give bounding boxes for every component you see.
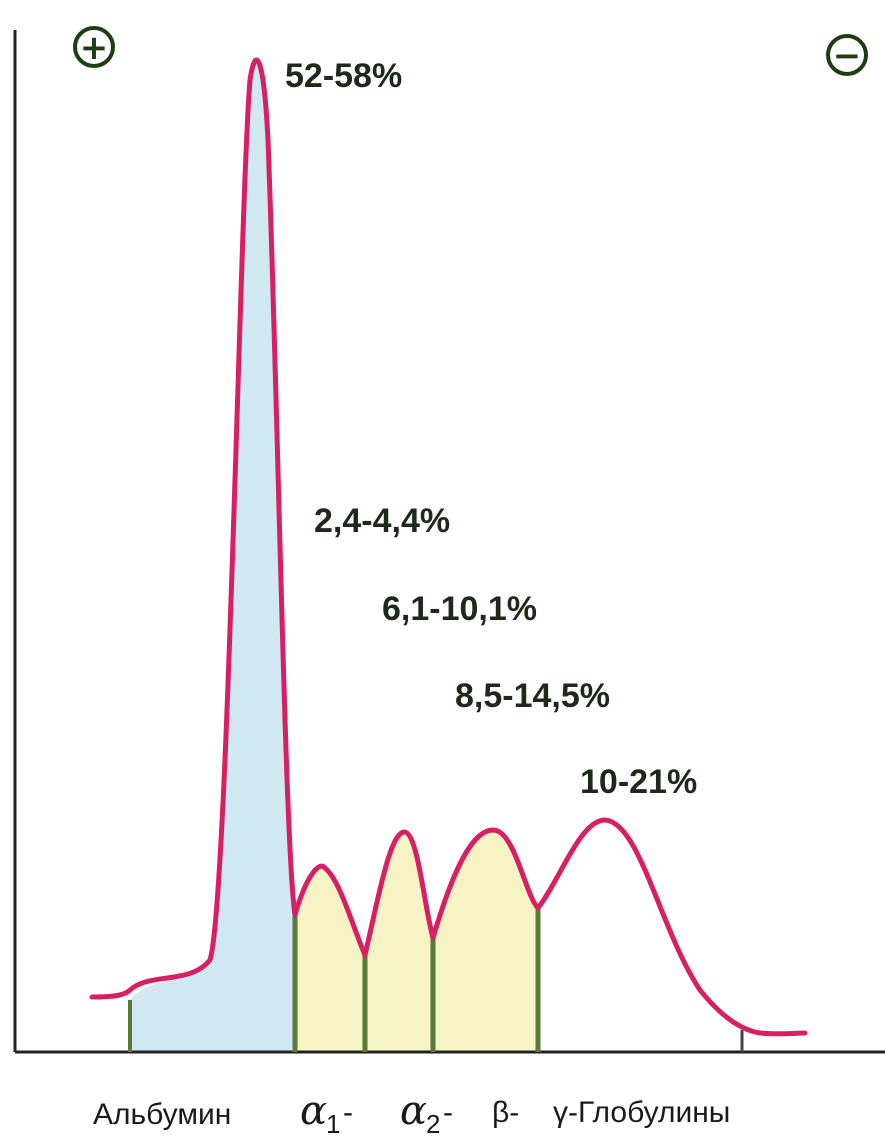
beta-percent-label: 8,5-14,5%	[455, 677, 610, 715]
svg-text:−: −	[833, 36, 862, 76]
gamma-label: γ-Глобулины	[553, 1096, 730, 1129]
gamma-percent-label: 10-21%	[580, 763, 697, 801]
densitometry-curve	[89, 57, 808, 1037]
albumin-fraction-fill	[130, 60, 295, 1052]
svg-text:-: -	[443, 1096, 453, 1129]
alpha1-percent-label: 2,4-4,4%	[314, 502, 450, 540]
svg-text:α: α	[400, 1088, 427, 1134]
albumin-percent-label: 52-58%	[285, 57, 402, 95]
alpha2-fraction-fill	[365, 831, 433, 1052]
svg-text:-: -	[343, 1096, 353, 1129]
alpha1-label: α 1 -	[300, 1088, 353, 1139]
svg-text:2: 2	[426, 1109, 440, 1139]
svg-text:α: α	[300, 1088, 327, 1134]
albumin-label: Альбумин	[93, 1098, 231, 1131]
beta-fraction-fill	[433, 830, 538, 1052]
cathode-minus-icon: −	[826, 34, 868, 76]
anode-plus-icon: +	[73, 26, 115, 68]
alpha2-label: α 2 -	[400, 1088, 453, 1139]
svg-text:+: +	[80, 28, 109, 68]
svg-text:1: 1	[326, 1109, 340, 1139]
alpha2-percent-label: 6,1-10,1%	[382, 590, 537, 628]
alpha1-fraction-fill	[295, 866, 365, 1052]
beta-label: β-	[492, 1096, 519, 1129]
